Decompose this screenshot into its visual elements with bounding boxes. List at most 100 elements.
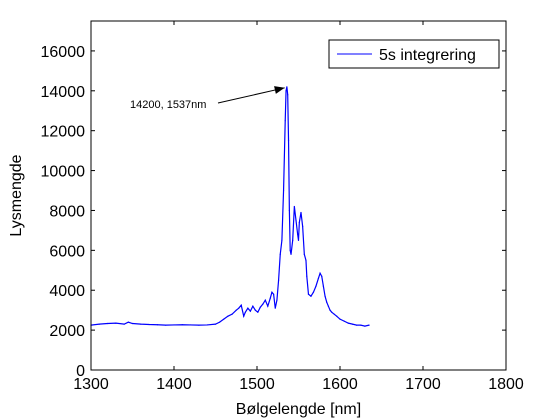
ticks-layer: 1300 1400 1500 1600 1700 1800 0 2000 4000 6000 800… [41,21,524,393]
data-point [315,285,317,287]
y-tick-label: 12000 [41,124,86,141]
annotation-label: 14200, 1537nm [130,99,206,111]
data-point [259,306,261,308]
y-tick-label: 10000 [41,164,86,181]
data-point [321,275,323,277]
data-point [123,323,125,325]
data-point [244,311,246,313]
data-point [276,299,278,301]
data-point [297,233,299,235]
data-point [267,305,269,307]
data-point [274,307,276,309]
data-point [307,293,310,295]
data-point [351,323,354,325]
data-point [297,239,300,241]
y-tick-label: 14000 [41,84,86,101]
data-point [364,325,366,327]
data-point [302,225,304,228]
data-point [173,324,175,326]
annotation-arrow [217,87,285,104]
data-point [148,323,150,326]
data-point [287,140,290,142]
data-point [319,272,321,274]
data-point [227,315,229,317]
data-point [286,86,288,88]
data-point [295,219,297,222]
data-point [300,211,302,214]
data-point [243,315,245,317]
data-point [269,297,271,299]
data-point [303,253,305,255]
data-point [329,309,331,311]
data-point [156,324,158,326]
x-tick-label: 1700 [405,376,441,393]
annotation-layer: 14200, 1537nm [130,86,285,111]
data-point [238,307,240,309]
data-point [317,277,320,279]
data-layer [90,86,370,327]
y-axis-title: Lysmengde [8,154,25,236]
data-point [223,318,225,320]
data-point [140,323,142,325]
data-point [360,324,362,326]
legend: 5s integrering [328,39,500,69]
data-point [219,321,221,323]
y-tick-label: 2000 [49,323,85,340]
data-point [206,324,208,326]
data-point [257,311,259,313]
data-point [312,291,315,293]
data-point [247,307,249,309]
data-point [368,324,370,326]
data-point [331,311,333,313]
data-point [240,304,242,306]
data-point [324,295,326,297]
data-point [292,239,294,241]
data-point [289,249,291,251]
data-point [336,315,338,317]
data-point [264,299,266,301]
x-tick-label: 1800 [488,376,524,393]
data-point [343,320,345,322]
data-point [306,275,308,277]
data-point [333,313,335,315]
data-point [107,322,109,325]
data-point [279,253,281,255]
x-axis-title: Bølgelengde [nm] [236,401,361,418]
annotation-arrowhead [274,86,285,94]
data-point [293,205,295,208]
data-point [271,291,273,293]
data-point [285,90,287,92]
y-tick-label: 6000 [49,243,85,260]
data-point [322,285,324,287]
data-point [131,322,134,325]
y-tick-label: 16000 [41,44,86,61]
data-point [235,309,237,311]
data-point [198,324,200,326]
data-point [277,279,280,281]
data-point [281,239,283,241]
axes-box [90,20,507,371]
x-tick-label: 1300 [73,376,109,393]
data-point [262,303,264,305]
data-point [310,295,312,297]
plot-area [91,21,506,370]
data-point [98,323,100,325]
legend-label: 5s integrering [379,47,476,64]
data-point [282,189,285,192]
data-point [252,305,254,307]
y-tick-label: 0 [76,363,85,380]
x-tick-label: 1600 [322,376,358,393]
data-point [356,324,358,326]
data-point [287,94,289,96]
data-point [181,324,183,326]
data-point [347,322,349,324]
data-point [339,318,341,320]
data-point [327,305,329,307]
data-point [273,293,275,295]
data-point [284,120,286,122]
data-point [326,301,328,303]
data-point [231,313,233,315]
data-point [254,309,256,311]
